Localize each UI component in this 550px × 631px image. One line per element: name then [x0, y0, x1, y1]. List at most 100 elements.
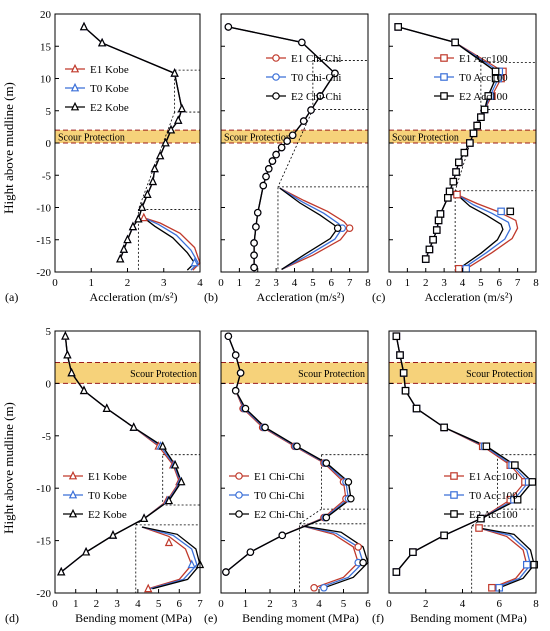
series-marker-e2	[81, 546, 91, 556]
x-tick-label: 6	[177, 598, 183, 610]
legend-entry: T0 Chi-Chi	[254, 490, 304, 502]
series-marker-e2	[322, 513, 331, 522]
legend-entry: E2 Kobe	[90, 102, 129, 114]
series-marker-e2	[250, 239, 258, 247]
series-marker-e2	[434, 216, 443, 225]
panel-label: (b)	[204, 290, 218, 304]
series-marker-e2	[482, 442, 491, 451]
x-axis-label: Bending moment (MPa)	[242, 611, 359, 625]
series-marker-e2	[264, 165, 273, 173]
zoom-connector-line	[299, 508, 322, 525]
inset-marker	[164, 537, 174, 547]
series-marker-e2	[432, 226, 441, 234]
inset-marker	[497, 207, 505, 216]
legend-swatch-marker	[235, 491, 243, 499]
series-marker-e2	[129, 422, 138, 431]
x-tick-label: 2	[267, 598, 273, 610]
legend-swatch-marker	[450, 491, 458, 499]
legend-swatch-marker	[272, 54, 280, 62]
series-marker-e2	[134, 213, 143, 223]
series-marker-e2	[455, 158, 463, 167]
legend: E1 Chi-Chi T0 Chi-Chi E2 Chi-Chi	[266, 53, 341, 103]
legend-entry: E1 Chi-Chi	[291, 53, 341, 65]
x-tick-label: 5	[156, 598, 162, 610]
series-marker-e2	[150, 163, 159, 173]
series-marker-e2	[347, 494, 355, 503]
x-tick-label: 2	[423, 598, 429, 610]
scour-band	[55, 362, 200, 384]
x-tick-label: 3	[161, 277, 167, 289]
series-marker-e2	[277, 143, 286, 152]
series-marker-e2	[401, 386, 410, 395]
y-tick-label: -5	[42, 170, 52, 182]
legend-entry: E2 Chi-Chi	[291, 91, 341, 103]
scour-band-label: Scour Protection	[224, 133, 291, 144]
series-marker-e2	[477, 113, 485, 122]
x-tick-label: 6	[497, 598, 503, 610]
x-tick-label: 4	[197, 277, 203, 289]
series-marker-e2	[272, 150, 280, 159]
series-marker-e2	[128, 221, 138, 231]
series-marker-e2	[344, 478, 353, 486]
series-marker-e2	[166, 124, 176, 134]
series-marker-e2	[177, 476, 186, 486]
legend: E1 Kobe T0 Kobe E2 Kobe	[65, 63, 129, 114]
series-line-e2	[398, 26, 497, 260]
series-marker-e2	[57, 566, 66, 576]
inset-marker	[530, 560, 538, 569]
scour-band	[389, 130, 536, 143]
legend-swatch-marker	[440, 73, 448, 81]
x-tick-label: 0	[218, 277, 224, 289]
x-tick-label: 4	[460, 598, 466, 610]
x-axis-label: Accleration (m/s²)	[425, 290, 513, 304]
x-tick-label: 1	[243, 598, 249, 610]
series-marker-e2	[97, 37, 107, 47]
series-marker-e2	[63, 349, 72, 359]
inset-marker	[359, 558, 367, 567]
panel-c: Scour Protection 0 1 2 3 4 5 6 7 8 Accleration (m/…	[372, 13, 539, 304]
scour-band-label: Scour Protection	[58, 133, 125, 144]
series-marker-e2	[116, 253, 125, 263]
legend-swatch-marker	[68, 489, 78, 499]
plot-frame	[54, 330, 201, 594]
zoom-connector-line	[138, 111, 175, 210]
inset-marker	[320, 583, 328, 592]
scour-band-label: Scour Protection	[130, 369, 197, 380]
legend-swatch-marker	[450, 510, 458, 518]
panel-a: Scour Protection 0 1 2 3 4 -20 -15 -10 -5 0 5 10 15 20…	[5, 9, 203, 304]
inset-curve-e1	[478, 527, 528, 589]
series-marker-e2	[396, 351, 404, 359]
inset-marker	[187, 559, 196, 569]
series-marker-e2	[484, 92, 493, 100]
series-marker-e2	[236, 369, 245, 377]
series-marker-e2	[224, 23, 233, 31]
legend-swatch-marker	[235, 510, 243, 518]
series-marker-e2	[158, 441, 167, 450]
zoom-source-box	[174, 69, 201, 113]
series-marker-e2	[231, 386, 240, 395]
series-marker-e2	[429, 235, 437, 244]
legend-entry: E2 Kobe	[88, 509, 127, 521]
inset-curve-e2	[143, 217, 196, 271]
series-marker-e2	[246, 548, 255, 556]
x-tick-label: 6	[365, 598, 371, 610]
series-marker-e2	[444, 194, 452, 202]
x-tick-label: 2	[423, 277, 429, 289]
series-marker-e2	[477, 514, 485, 523]
series-marker-e2	[79, 21, 89, 31]
series-marker-e2	[224, 332, 233, 341]
series-marker-e2	[440, 531, 448, 540]
zoom-inset-box	[277, 186, 369, 273]
legend-swatch-marker	[450, 472, 458, 480]
y-tick-label: -10	[36, 483, 51, 495]
inset-marker	[488, 583, 496, 592]
series-marker-e2	[61, 331, 70, 340]
inset-curve-e2	[301, 525, 369, 589]
x-tick-label: 0	[52, 277, 58, 289]
x-tick-label: 8	[365, 277, 371, 289]
inset-marker	[523, 560, 531, 569]
series-marker-e2	[322, 459, 331, 467]
y-tick-label: -15	[36, 536, 51, 548]
x-axis-label: Accleration (m/s²)	[257, 290, 345, 304]
